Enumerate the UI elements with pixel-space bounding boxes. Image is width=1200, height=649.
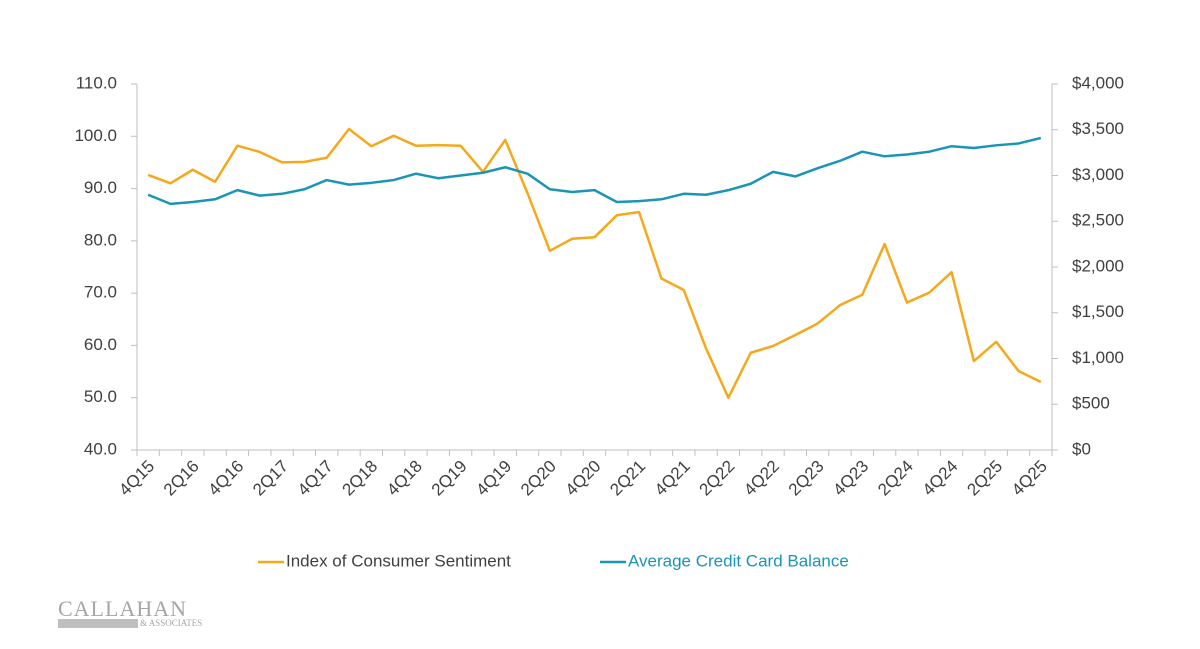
x-tick-label: 2Q25: [963, 457, 1006, 500]
x-tick-label: 4Q20: [562, 457, 605, 500]
y-tick-label: 80.0: [84, 230, 117, 249]
x-tick-label: 4Q19: [472, 457, 515, 500]
x-tick-label: 4Q16: [205, 457, 248, 500]
x-tick-label: 4Q22: [740, 457, 783, 500]
y2-tick-label: $0: [1072, 439, 1091, 458]
x-tick-label: 2Q18: [338, 457, 381, 500]
y2-tick-label: $2,500: [1072, 211, 1124, 230]
x-tick-label: 4Q15: [115, 457, 158, 500]
x-tick-label: 4Q21: [651, 457, 694, 500]
logo-bar: [58, 619, 138, 628]
x-tick-label: 2Q19: [428, 457, 471, 500]
y2-tick-label: $500: [1072, 394, 1110, 413]
x-tick-label: 4Q24: [919, 457, 962, 500]
x-tick-label: 2Q17: [249, 457, 292, 500]
x-tick-label: 4Q23: [829, 457, 872, 500]
legend-label: Index of Consumer Sentiment: [286, 551, 511, 570]
y2-tick-label: $3,000: [1072, 165, 1124, 184]
x-tick-label: 2Q23: [785, 457, 828, 500]
series-line: [147, 127, 1042, 399]
legend-label: Average Credit Card Balance: [628, 551, 849, 570]
series-line: [147, 136, 1042, 206]
x-tick-label: 2Q24: [874, 457, 917, 500]
x-tick-label: 2Q22: [696, 457, 739, 500]
y-tick-label: 60.0: [84, 335, 117, 354]
y-tick-label: 100.0: [74, 126, 117, 145]
logo-subtitle: & ASSOCIATES: [140, 618, 202, 628]
x-tick-label: 2Q16: [160, 457, 203, 500]
y-tick-label: 50.0: [84, 387, 117, 406]
y2-tick-label: $1,000: [1072, 348, 1124, 367]
y-tick-label: 90.0: [84, 178, 117, 197]
y-tick-label: 110.0: [76, 73, 117, 92]
x-tick-label: 4Q17: [294, 457, 337, 500]
x-tick-label: 4Q18: [383, 457, 426, 500]
logo-name: CALLAHAN: [58, 596, 187, 621]
x-tick-label: 2Q20: [517, 457, 560, 500]
x-tick-label: 2Q21: [606, 457, 649, 500]
y2-tick-label: $1,500: [1072, 302, 1124, 321]
y2-tick-label: $4,000: [1072, 73, 1124, 92]
y-tick-label: 70.0: [84, 283, 117, 302]
x-tick-label: 4Q25: [1008, 457, 1051, 500]
y-tick-label: 40.0: [84, 439, 117, 458]
y2-tick-label: $3,500: [1072, 119, 1124, 138]
y2-tick-label: $2,000: [1072, 256, 1124, 275]
